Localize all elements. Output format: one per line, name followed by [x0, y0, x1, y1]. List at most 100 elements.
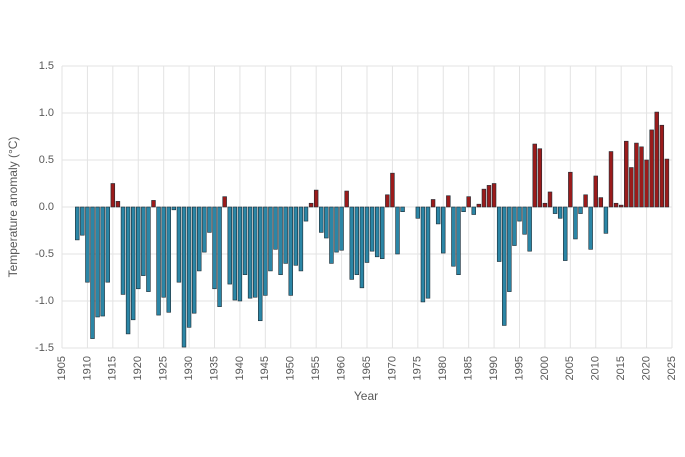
- y-tick-label: 0.0: [39, 201, 54, 213]
- bar: [629, 167, 634, 208]
- bar: [191, 206, 197, 314]
- y-axis-label: Temperature anomaly (°C): [6, 137, 20, 278]
- bar: [618, 204, 624, 208]
- bar: [425, 206, 431, 299]
- bar: [547, 191, 553, 208]
- bar: [268, 206, 273, 272]
- bar: [161, 206, 166, 298]
- bar: [583, 194, 588, 208]
- bar: [207, 206, 212, 233]
- bar: [649, 129, 654, 208]
- bar: [512, 206, 517, 246]
- bar: [552, 206, 558, 214]
- bar: [481, 188, 487, 208]
- bar: [339, 206, 344, 251]
- x-tick-label: 2010: [590, 356, 602, 380]
- x-tick-label: 2025: [666, 356, 678, 380]
- x-tick-label: 1960: [335, 356, 347, 380]
- x-tick-label: 1935: [208, 356, 220, 380]
- bar: [517, 206, 522, 222]
- x-tick-label: 1910: [81, 356, 93, 380]
- x-tick-label: 1955: [310, 356, 322, 380]
- bar: [90, 206, 95, 339]
- bar: [527, 206, 532, 252]
- bar: [273, 206, 278, 250]
- bar: [288, 206, 293, 296]
- bar: [491, 183, 497, 208]
- bar: [344, 190, 349, 208]
- bar: [181, 206, 187, 348]
- bar: [644, 159, 649, 208]
- bar: [186, 206, 192, 328]
- bar: [146, 206, 151, 292]
- bar: [502, 206, 507, 326]
- bar: [308, 202, 314, 208]
- y-tick-label: 1.0: [39, 107, 54, 119]
- bar: [222, 196, 227, 208]
- bar: [359, 206, 365, 289]
- bar: [313, 189, 319, 208]
- bar: [130, 206, 136, 321]
- x-tick-label: 1975: [412, 356, 424, 380]
- x-tick-label: 2020: [640, 356, 652, 380]
- y-tick-label: 0.5: [39, 154, 54, 166]
- bar: [217, 206, 222, 307]
- x-tick-label: 2000: [539, 356, 551, 380]
- bar: [202, 206, 207, 253]
- bar: [319, 206, 324, 233]
- bar: [176, 206, 182, 283]
- bar: [578, 206, 583, 214]
- bar: [634, 142, 639, 208]
- bar: [136, 206, 141, 290]
- bar: [476, 203, 482, 208]
- bar: [364, 206, 370, 263]
- bar: [120, 206, 126, 295]
- bar: [603, 206, 609, 234]
- y-tick-label: -0.5: [35, 248, 54, 260]
- x-axis-label: Year: [354, 389, 378, 403]
- bar: [639, 146, 644, 208]
- bar: [573, 206, 578, 240]
- bar: [446, 195, 451, 208]
- y-tick-label: 1.5: [39, 60, 54, 72]
- bar: [303, 206, 309, 222]
- x-tick-label: 1970: [386, 356, 398, 380]
- bar: [110, 183, 116, 208]
- bar: [568, 171, 573, 208]
- bar: [156, 206, 161, 316]
- bar: [252, 206, 258, 298]
- bar: [151, 200, 156, 208]
- bar: [542, 202, 548, 208]
- bar: [456, 206, 461, 275]
- bar: [415, 206, 421, 219]
- bar: [258, 206, 263, 322]
- bar: [197, 206, 202, 272]
- bar: [471, 206, 476, 215]
- bar: [420, 206, 426, 303]
- bar: [171, 206, 177, 211]
- bar: [613, 202, 619, 208]
- bar: [532, 143, 537, 208]
- bar: [451, 206, 456, 267]
- x-tick-label: 2005: [564, 356, 576, 380]
- bar: [537, 148, 543, 208]
- bar: [664, 158, 670, 208]
- bar: [334, 206, 339, 253]
- x-tick-label: 1915: [107, 356, 119, 380]
- x-tick-label: 1905: [56, 356, 68, 380]
- x-tick-label: 1980: [437, 356, 449, 380]
- bar: [247, 206, 253, 299]
- bar: [324, 206, 329, 239]
- y-tick-label: -1.0: [35, 295, 54, 307]
- bar: [85, 206, 90, 283]
- bar: [242, 206, 248, 275]
- bar: [374, 206, 380, 258]
- x-tick-label: 1945: [259, 356, 271, 380]
- bar: [100, 206, 105, 317]
- bar: [80, 206, 85, 236]
- x-tick-label: 1925: [158, 356, 170, 380]
- x-tick-label: 1930: [183, 356, 195, 380]
- bar: [298, 206, 304, 272]
- bar: [278, 206, 283, 275]
